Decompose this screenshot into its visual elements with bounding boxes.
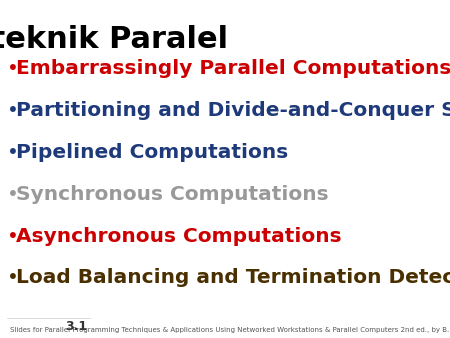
Text: Slides for Parallel Programming Techniques & Applications Using Networked Workst: Slides for Parallel Programming Techniqu… [9, 327, 450, 333]
Text: •: • [7, 101, 19, 120]
Text: Teknik-teknik Paralel: Teknik-teknik Paralel [0, 25, 228, 54]
Text: •: • [7, 185, 19, 203]
Text: Asynchronous Computations: Asynchronous Computations [16, 226, 342, 245]
Text: Load Balancing and Termination Detection: Load Balancing and Termination Detection [16, 268, 450, 287]
Text: 3.1: 3.1 [65, 320, 87, 333]
Text: •: • [7, 59, 19, 78]
Text: •: • [7, 268, 19, 287]
Text: •: • [7, 143, 19, 162]
Text: Embarrassingly Parallel Computations: Embarrassingly Parallel Computations [16, 59, 450, 78]
Text: Synchronous Computations: Synchronous Computations [16, 185, 329, 203]
Text: •: • [7, 226, 19, 245]
Text: Partitioning and Divide-and-Conquer Strategies: Partitioning and Divide-and-Conquer Stra… [16, 101, 450, 120]
Text: Pipelined Computations: Pipelined Computations [16, 143, 288, 162]
